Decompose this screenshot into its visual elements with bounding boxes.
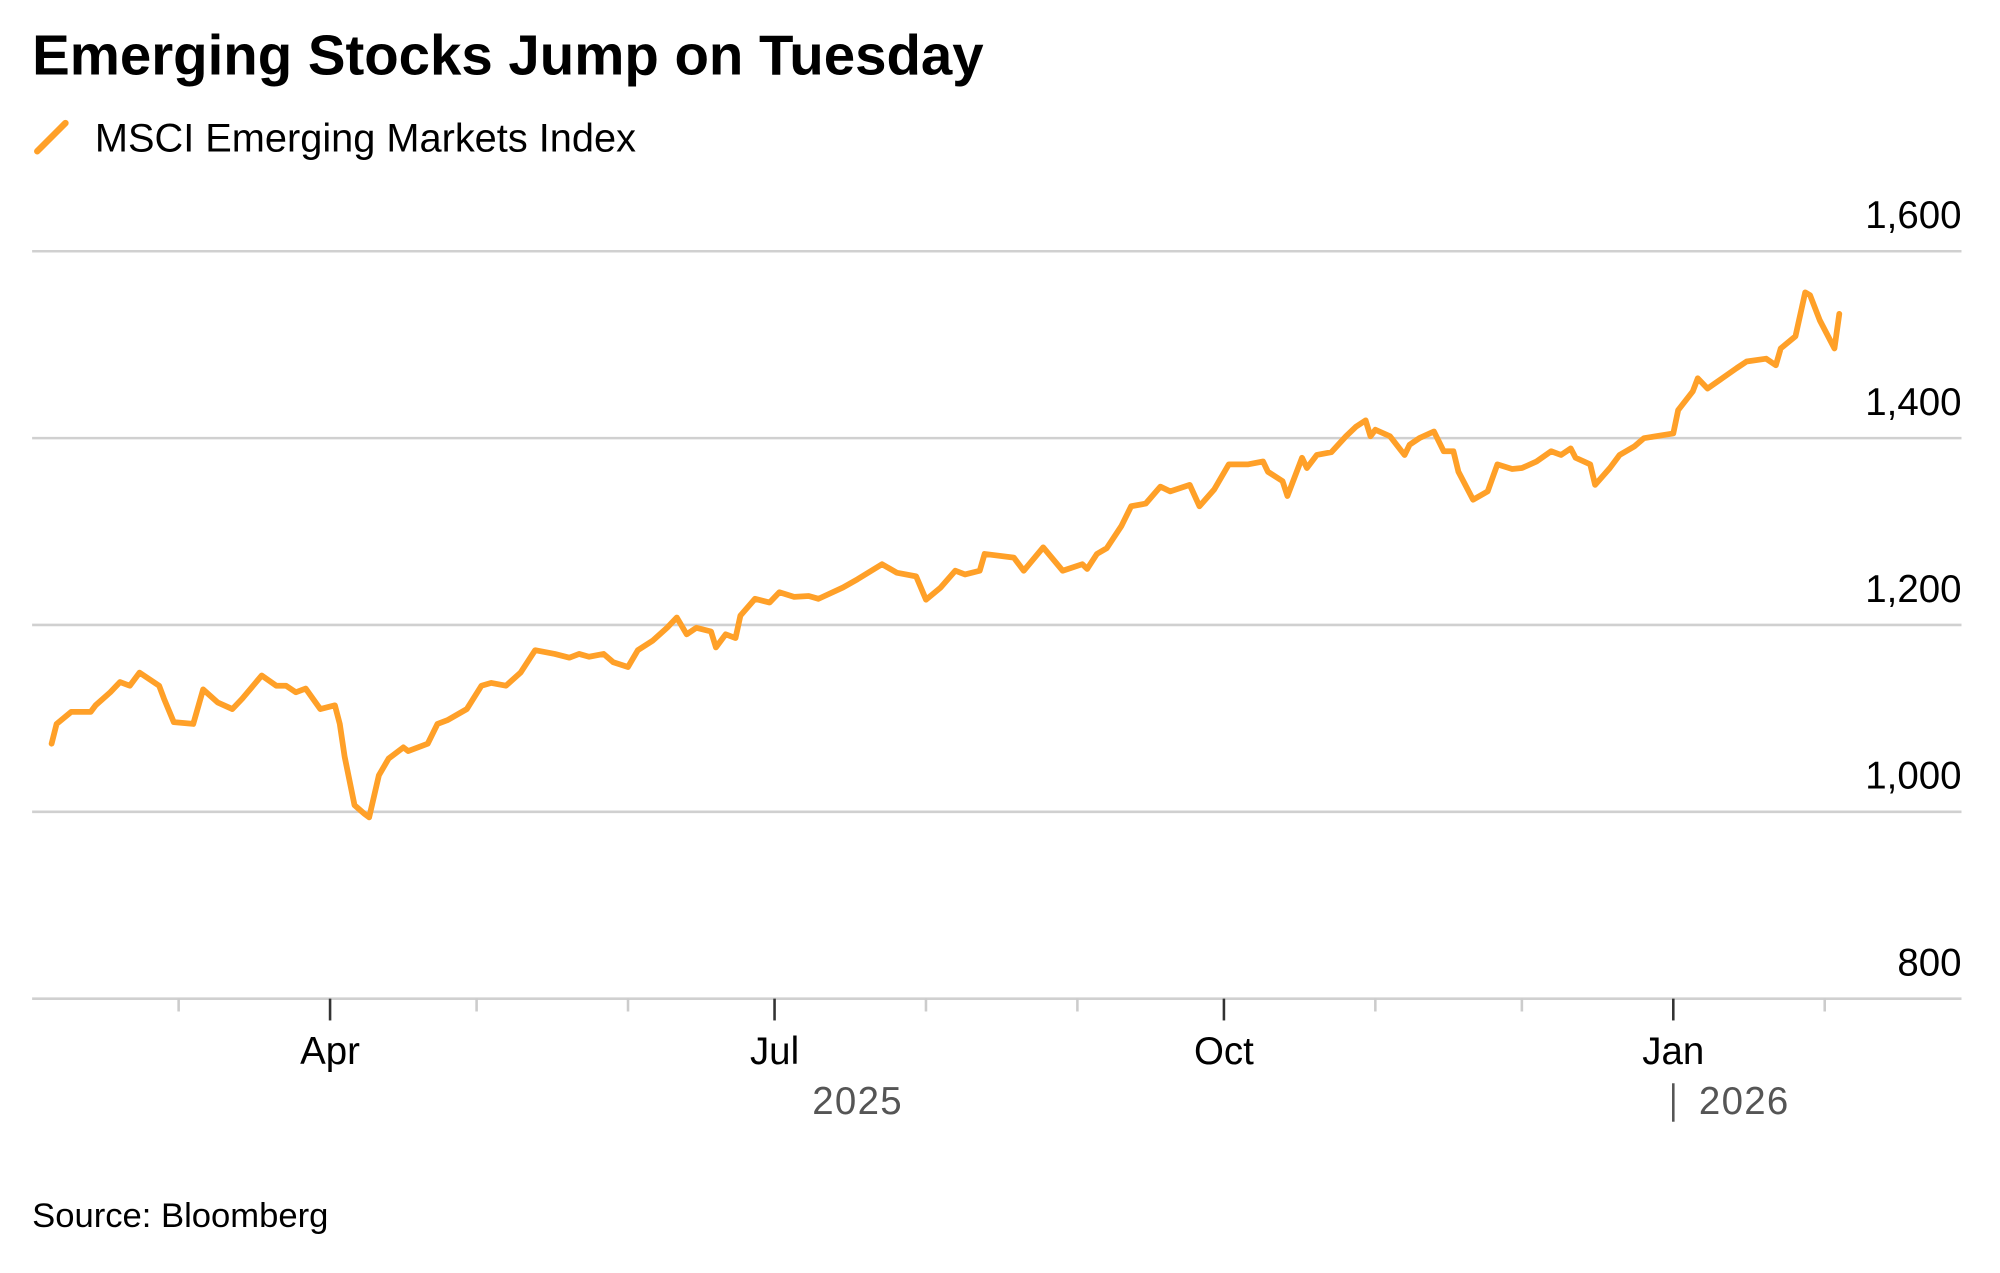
y-tick-label: 800 xyxy=(1897,942,1961,985)
y-tick-label: 1,200 xyxy=(1865,568,1961,611)
gridlines xyxy=(32,249,1962,1000)
series-line-msci-em xyxy=(48,289,1843,821)
chart-title: Emerging Stocks Jump on Tuesday xyxy=(32,23,984,86)
legend-slash-line-icon xyxy=(34,119,69,155)
legend-label: MSCI Emerging Markets Index xyxy=(95,116,636,160)
year-label: 2026 xyxy=(1699,1080,1790,1123)
x-axis: Apr Jul Oct Jan 2025 2026 xyxy=(177,998,1826,1123)
year-label: 2025 xyxy=(812,1080,903,1123)
x-tick-label: Jul xyxy=(750,1030,799,1073)
y-tick-label: 1,400 xyxy=(1865,381,1961,424)
y-tick-label: 1,000 xyxy=(1865,755,1961,798)
x-tick-label: Apr xyxy=(300,1030,360,1073)
x-tick-label: Oct xyxy=(1194,1030,1254,1073)
legend: MSCI Emerging Markets Index xyxy=(34,116,636,160)
y-tick-label: 1,600 xyxy=(1865,194,1961,237)
source-note: Source: Bloomberg xyxy=(32,1197,328,1235)
x-tick-label: Jan xyxy=(1642,1030,1704,1073)
y-axis: 1,600 1,400 1,200 1,000 800 xyxy=(1865,194,1961,984)
